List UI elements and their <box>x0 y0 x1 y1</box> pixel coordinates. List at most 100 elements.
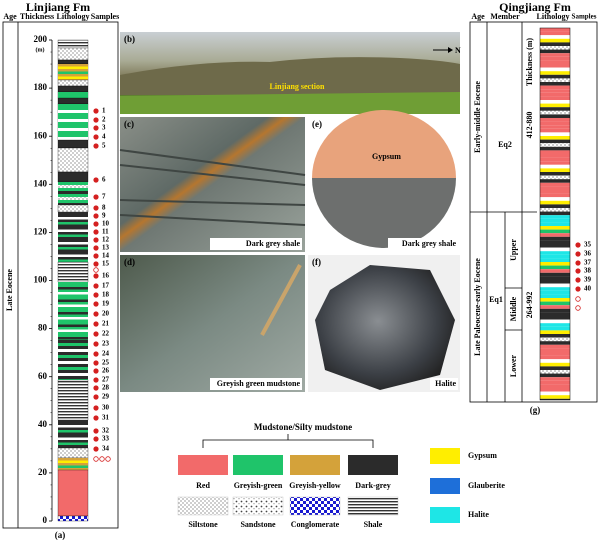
litho-band <box>58 458 88 461</box>
litho-band <box>58 287 88 290</box>
litho-band <box>58 299 88 302</box>
litho-band <box>540 197 570 201</box>
header: Samples <box>91 12 119 21</box>
litho-band <box>540 204 570 208</box>
litho-band <box>58 247 88 250</box>
litho-frame <box>539 27 571 401</box>
litho-band <box>540 125 570 129</box>
legend-label: Shale <box>364 520 383 529</box>
litho-band <box>540 182 570 187</box>
litho-band <box>540 190 570 194</box>
litho-band <box>58 425 88 428</box>
litho-band <box>58 337 88 340</box>
litho-band <box>540 398 570 400</box>
legend-label: Dark-grey <box>355 481 390 490</box>
litho-band <box>58 304 88 307</box>
litho-band <box>540 287 570 291</box>
litho-band <box>540 28 570 32</box>
litho-band <box>58 289 88 292</box>
caption: Gypsum <box>372 152 401 161</box>
litho-band <box>58 307 88 310</box>
sample-label: 24 <box>102 350 110 358</box>
litho-band <box>540 247 570 252</box>
litho-layer <box>57 515 89 522</box>
litho-band <box>58 69 88 72</box>
litho-band <box>540 136 570 140</box>
header: Samples <box>572 13 597 21</box>
litho-band <box>58 79 88 80</box>
sample-dot <box>93 301 99 307</box>
litho-band <box>540 290 570 295</box>
litho-band <box>58 122 88 125</box>
litho-band <box>58 282 88 285</box>
litho-band <box>540 229 570 234</box>
photo-b <box>120 32 460 114</box>
litho-band <box>540 215 570 219</box>
litho-band <box>58 349 88 352</box>
caption: Dark grey shale <box>402 239 457 248</box>
age-label: Late Paleocene-early Eocene <box>473 258 482 356</box>
sample-dot <box>93 125 99 131</box>
sample-dot <box>93 237 99 243</box>
litho-band <box>540 312 570 316</box>
litho-band <box>58 128 88 131</box>
litho-band <box>540 272 570 277</box>
litho-band <box>540 92 570 97</box>
litho-band <box>540 89 570 93</box>
litho-band <box>540 114 570 118</box>
sample-dot <box>93 221 99 227</box>
sample-dot <box>575 277 581 283</box>
litho-band <box>540 100 570 104</box>
sample-open <box>575 305 581 311</box>
litho-band <box>540 132 570 136</box>
litho-layer <box>57 47 89 61</box>
litho-band <box>58 346 88 349</box>
litho-band <box>540 128 570 133</box>
litho-band <box>58 430 88 433</box>
litho-band <box>540 71 570 75</box>
sample-dot <box>93 428 99 434</box>
sample-open <box>105 456 111 462</box>
litho-band <box>58 234 88 237</box>
sample-label: 29 <box>102 393 110 401</box>
sample-label: 21 <box>102 320 110 328</box>
litho-band <box>58 134 88 137</box>
sample-open <box>99 456 105 462</box>
thickness-label: 264-992 <box>525 292 534 319</box>
litho-band <box>540 143 570 147</box>
panel-label: (g) <box>530 405 541 415</box>
litho-band <box>58 432 88 435</box>
column-title: Linjiang Fm <box>26 0 90 14</box>
sample-label: 37 <box>584 259 592 267</box>
sample-dot <box>575 260 581 266</box>
tick-label: 180 <box>34 82 48 92</box>
litho-band <box>540 154 570 158</box>
column-title: Qingjiang Fm <box>499 0 571 14</box>
sample-label: 15 <box>102 260 110 268</box>
litho-band <box>540 78 570 82</box>
north-label: N <box>455 46 461 55</box>
tick-label: 80 <box>38 323 48 333</box>
sample-dot <box>93 385 99 391</box>
litho-band <box>540 49 570 54</box>
litho-band <box>58 232 88 235</box>
caption: Linjiang section <box>270 82 325 91</box>
sample-dot <box>93 394 99 400</box>
litho-band <box>58 214 88 217</box>
sample-label: 1 <box>102 107 106 115</box>
sample-label: 16 <box>102 272 110 280</box>
litho-band <box>540 168 570 172</box>
panel-label: (e) <box>312 119 322 129</box>
legend-label: Conglomerate <box>291 520 340 529</box>
litho-band <box>58 361 88 364</box>
litho-band <box>540 85 570 90</box>
legend-label: Gypsum <box>468 451 497 460</box>
legend-label: Greyish-yellow <box>289 481 341 490</box>
legend-swatch <box>430 448 460 464</box>
legend-swatch <box>290 455 340 475</box>
sample-dot <box>93 377 99 383</box>
sample-label: 25 <box>102 359 110 367</box>
header: Member <box>490 12 520 21</box>
litho-band <box>540 337 570 342</box>
litho-band <box>58 110 88 113</box>
